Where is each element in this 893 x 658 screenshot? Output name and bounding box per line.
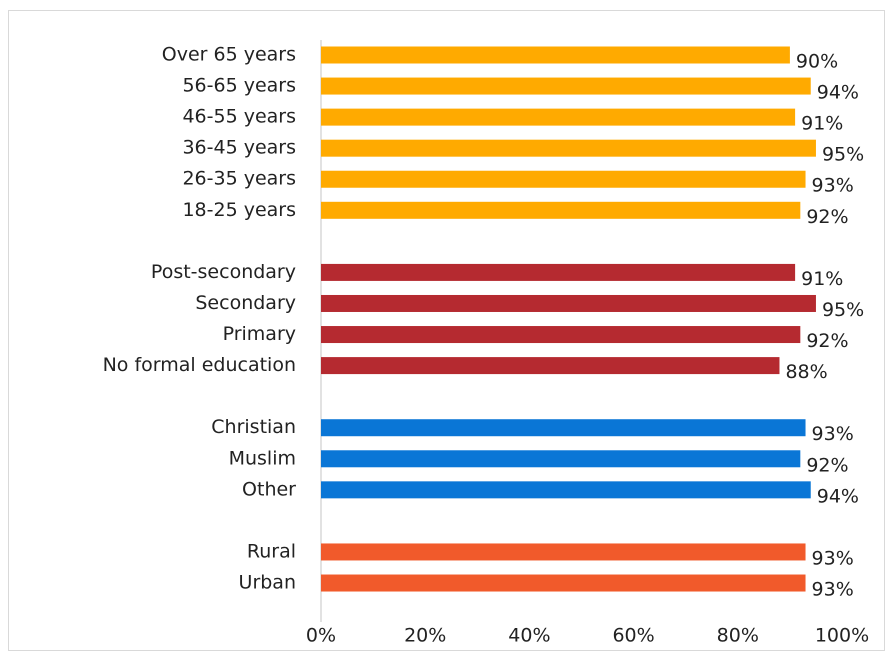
category-label: Urban xyxy=(239,572,296,594)
category-label: Rural xyxy=(247,540,296,562)
bar xyxy=(321,419,806,437)
bar xyxy=(321,450,801,468)
bar xyxy=(321,108,796,126)
category-label: Christian xyxy=(211,416,296,438)
bar xyxy=(321,46,790,64)
category-label: Over 65 years xyxy=(162,44,296,66)
x-tick-label: 80% xyxy=(717,625,759,647)
x-tick-label: 40% xyxy=(508,625,550,647)
bar xyxy=(321,77,811,95)
value-label: 88% xyxy=(785,361,827,383)
value-label: 93% xyxy=(812,547,854,569)
bar xyxy=(321,294,816,312)
bar xyxy=(321,326,801,344)
category-label: Muslim xyxy=(229,447,296,469)
bar xyxy=(321,357,780,375)
value-label: 91% xyxy=(801,113,843,135)
category-label: Other xyxy=(242,478,296,500)
x-tick-label: 60% xyxy=(612,625,654,647)
bar xyxy=(321,139,816,157)
value-label: 93% xyxy=(812,175,854,197)
bar xyxy=(321,263,796,281)
value-label: 92% xyxy=(806,454,848,476)
value-label: 91% xyxy=(801,268,843,290)
x-tick-label: 0% xyxy=(306,625,336,647)
bar xyxy=(321,170,806,188)
category-label: Secondary xyxy=(195,292,296,314)
category-label: 36-45 years xyxy=(182,137,296,159)
value-label: 93% xyxy=(812,423,854,445)
value-label: 90% xyxy=(796,51,838,73)
category-label: 56-65 years xyxy=(182,75,296,97)
category-label: Post-secondary xyxy=(151,261,296,283)
value-label: 94% xyxy=(817,485,859,507)
x-tick-label: 100% xyxy=(815,625,869,647)
x-tick-label: 20% xyxy=(404,625,446,647)
category-label: Primary xyxy=(223,323,296,345)
category-label: 18-25 years xyxy=(182,199,296,221)
value-label: 93% xyxy=(812,579,854,601)
value-label: 92% xyxy=(806,206,848,228)
value-label: 92% xyxy=(806,330,848,352)
value-label: 94% xyxy=(817,82,859,104)
category-label: No formal education xyxy=(103,354,296,376)
value-label: 95% xyxy=(822,144,864,166)
category-label: 46-55 years xyxy=(182,106,296,128)
bar xyxy=(321,574,806,592)
bar xyxy=(321,201,801,219)
bar xyxy=(321,543,806,561)
value-label: 95% xyxy=(822,299,864,321)
category-label: 26-35 years xyxy=(182,168,296,190)
bar xyxy=(321,481,811,499)
